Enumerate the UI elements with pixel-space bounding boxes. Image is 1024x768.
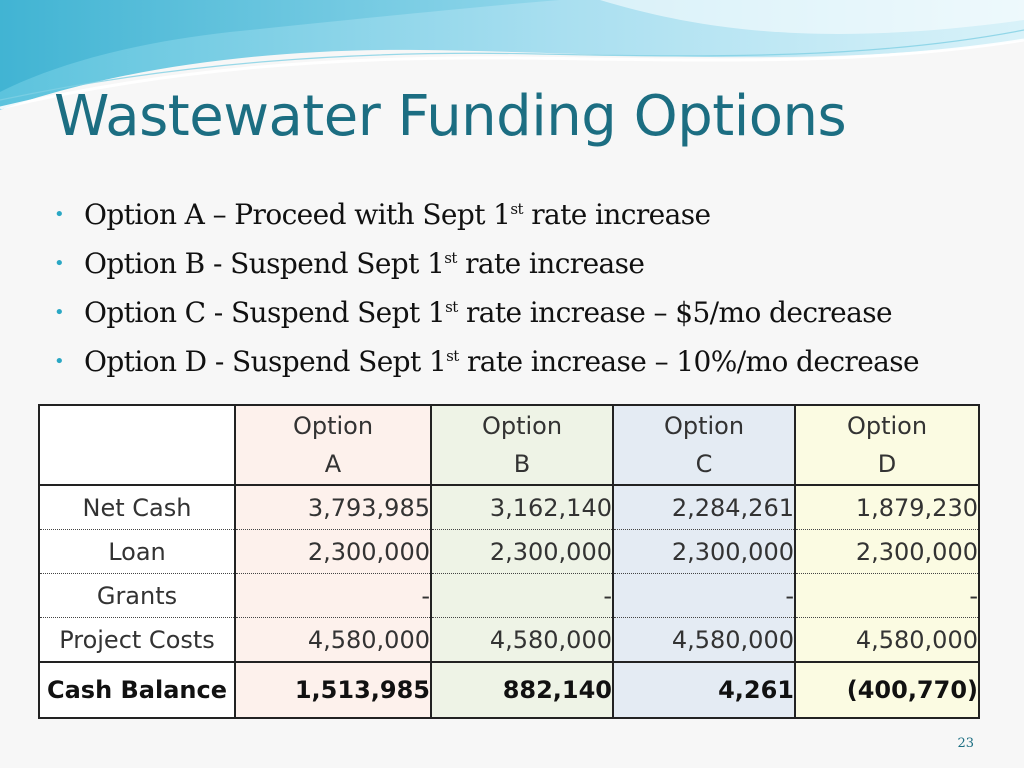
header-option-b: Option B [430, 404, 614, 486]
row-label: Grants [38, 573, 236, 618]
bullet-icon: • [54, 253, 65, 274]
table-cell: 882,140 [430, 661, 614, 719]
slide-title: Wastewater Funding Options [54, 84, 847, 149]
bullet-superscript: st [510, 200, 523, 218]
bullet-option-d: • Option D - Suspend Sept 1st rate incre… [52, 337, 920, 386]
table-cell: 2,300,000 [430, 529, 614, 574]
table-cell: 2,300,000 [794, 529, 980, 574]
table-row-project-costs: Project Costs 4,580,000 4,580,000 4,580,… [38, 617, 980, 662]
bullet-option-c: • Option C - Suspend Sept 1st rate incre… [52, 288, 919, 337]
row-label: Cash Balance [38, 661, 236, 719]
bullet-superscript: st [445, 298, 458, 316]
bullet-text: Option C - Suspend Sept 1 [84, 296, 446, 329]
bullet-option-a: • Option A – Proceed with Sept 1st rate … [52, 190, 919, 239]
row-label: Project Costs [38, 617, 236, 662]
bullet-text: rate increase – $5/mo decrease [457, 296, 893, 329]
page-number: 23 [957, 736, 974, 751]
table-row-grants: Grants - - - - [38, 573, 980, 618]
table-row-net-cash: Net Cash 3,793,985 3,162,140 2,284,261 1… [38, 485, 980, 530]
table-cell: - [430, 573, 614, 618]
bullet-list: • Option A – Proceed with Sept 1st rate … [52, 190, 920, 386]
table-cell: 2,300,000 [234, 529, 432, 574]
table-cell: - [794, 573, 980, 618]
row-label: Net Cash [38, 485, 236, 530]
row-label: Loan [38, 529, 236, 574]
table-header-row: Option A Option B Option C Option D [38, 404, 980, 486]
header-option-c: Option C [612, 404, 796, 486]
table-cell: - [612, 573, 796, 618]
bullet-superscript: st [446, 347, 459, 365]
table-cell: 4,580,000 [612, 617, 796, 662]
bullet-icon: • [54, 302, 65, 323]
funding-options-table: Option A Option B Option C Option D Net Cash… [38, 404, 980, 719]
table-cell: - [234, 573, 432, 618]
header-option-a: Option A [234, 404, 432, 486]
table-cell: 1,513,985 [234, 661, 432, 719]
table-cell: 2,300,000 [612, 529, 796, 574]
bullet-icon: • [54, 351, 65, 372]
table-cell: 4,580,000 [234, 617, 432, 662]
table-cell: 1,879,230 [794, 485, 980, 530]
bullet-superscript: st [444, 249, 457, 267]
bullet-icon: • [54, 204, 65, 225]
bullet-text: Option A – Proceed with Sept 1 [84, 198, 511, 231]
header-wave-decoration [0, 0, 1024, 110]
table-cell: 4,580,000 [430, 617, 614, 662]
table-cell: (400,770) [794, 661, 980, 719]
table-row-loan: Loan 2,300,000 2,300,000 2,300,000 2,300… [38, 529, 980, 574]
table-cell: 2,284,261 [612, 485, 796, 530]
table-cell: 3,793,985 [234, 485, 432, 530]
table-row-cash-balance: Cash Balance 1,513,985 882,140 4,261 (40… [38, 661, 980, 719]
bullet-text: Option D - Suspend Sept 1 [84, 345, 447, 378]
table-cell: 3,162,140 [430, 485, 614, 530]
table-cell: 4,261 [612, 661, 796, 719]
table-cell: 4,580,000 [794, 617, 980, 662]
bullet-text: Option B - Suspend Sept 1 [84, 247, 445, 280]
bullet-text: rate increase [456, 247, 645, 280]
header-option-d: Option D [794, 404, 980, 486]
bullet-text: rate increase [522, 198, 711, 231]
bullet-text: rate increase – 10%/mo decrease [458, 345, 920, 378]
bullet-option-b: • Option B - Suspend Sept 1st rate incre… [52, 239, 919, 288]
header-corner-cell [38, 404, 236, 486]
